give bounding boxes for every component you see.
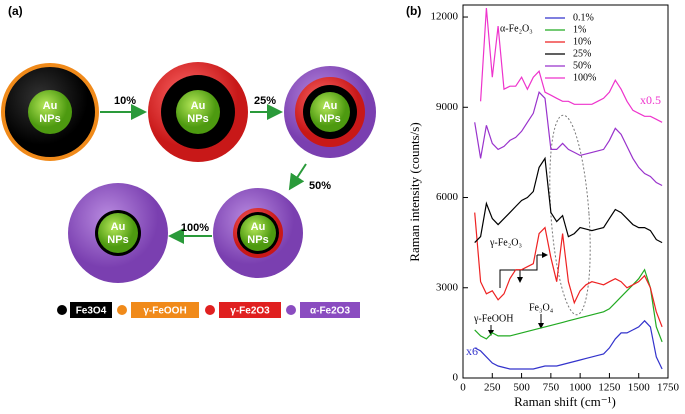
annotation: Fe₃O₄: [529, 302, 554, 313]
au-core: [98, 213, 138, 253]
y-tick-label: 0: [453, 372, 459, 384]
series-line: [474, 268, 663, 343]
legend-label: Fe3O4: [76, 306, 107, 317]
legend-box: [131, 302, 199, 318]
annotation-arrow: [499, 255, 547, 288]
x-tick-label: 1000: [569, 382, 592, 394]
au-core: [176, 90, 220, 134]
x-tick-label: 1250: [598, 382, 621, 394]
series-line: [480, 7, 663, 123]
step-label: 50%: [309, 180, 331, 192]
annotation: γ-FeOOH: [473, 313, 513, 324]
core-label: Au: [111, 221, 126, 233]
step-label: 100%: [181, 222, 209, 234]
legend-box: [300, 302, 360, 318]
annotation: γ-Fe₂O₃: [489, 237, 522, 248]
series-line: [474, 91, 663, 187]
legend-label: α-Fe2O3: [310, 306, 350, 317]
x-tick-label: 0: [460, 382, 466, 394]
x-axis-title: Raman shift (cm⁻¹): [514, 394, 616, 409]
legend-dot: [57, 305, 67, 315]
x-tick-label: 1500: [628, 382, 651, 394]
annotation: α-Fe₂O₃: [500, 23, 533, 34]
y-tick-label: 6000: [436, 191, 459, 203]
highlight-ellipse: [549, 114, 591, 316]
series-line: [474, 156, 663, 244]
series-line: [474, 212, 663, 328]
au-core: [240, 215, 276, 251]
y-axis-title: Raman intensity (counts/s): [407, 122, 422, 261]
legend-label: γ-Fe2O3: [230, 306, 270, 317]
legend-dot: [286, 305, 296, 315]
x-tick-label: 1750: [657, 382, 680, 394]
y-tick-label: 12000: [431, 11, 459, 23]
y-tick-label: 9000: [436, 101, 459, 113]
legend-label: 1%: [573, 24, 586, 35]
x-tick-label: 500: [513, 382, 530, 394]
core-label: Au: [191, 100, 206, 112]
core-label: NPs: [247, 234, 268, 246]
core-label: Au: [323, 100, 338, 112]
plot-frame: [462, 4, 669, 379]
legend-label: γ-FeOOH: [143, 306, 186, 317]
legend-dot: [117, 305, 127, 315]
legend-label: 25%: [573, 48, 591, 59]
core-label: Au: [251, 221, 266, 233]
panel-b: (b) Raman intensity (counts/s) Raman shi…: [406, 4, 680, 409]
legend-box: [219, 302, 281, 318]
annotation: x6: [466, 344, 478, 358]
legend-label: 100%: [573, 72, 596, 83]
legend-dot: [205, 305, 215, 315]
legend-box: [70, 302, 112, 318]
core-label: NPs: [39, 113, 60, 125]
legend-label: 0.1%: [573, 12, 594, 23]
core-label: NPs: [187, 113, 208, 125]
panel-label: (b): [406, 4, 421, 18]
x-tick-label: 250: [484, 382, 501, 394]
core-label: NPs: [107, 234, 128, 246]
au-core: [28, 90, 72, 134]
legend-label: 50%: [573, 60, 591, 71]
step-label: 25%: [254, 95, 276, 107]
annotation: x0.5: [640, 93, 661, 107]
x-tick-label: 750: [543, 382, 560, 394]
panel-label: (a): [8, 4, 23, 18]
au-core: [310, 92, 350, 132]
core-label: Au: [43, 100, 58, 112]
series-line: [474, 319, 663, 370]
core-label: NPs: [319, 113, 340, 125]
legend-label: 10%: [573, 36, 591, 47]
arrow: [288, 163, 307, 191]
step-label: 10%: [114, 95, 136, 107]
y-tick-label: 3000: [436, 281, 459, 293]
